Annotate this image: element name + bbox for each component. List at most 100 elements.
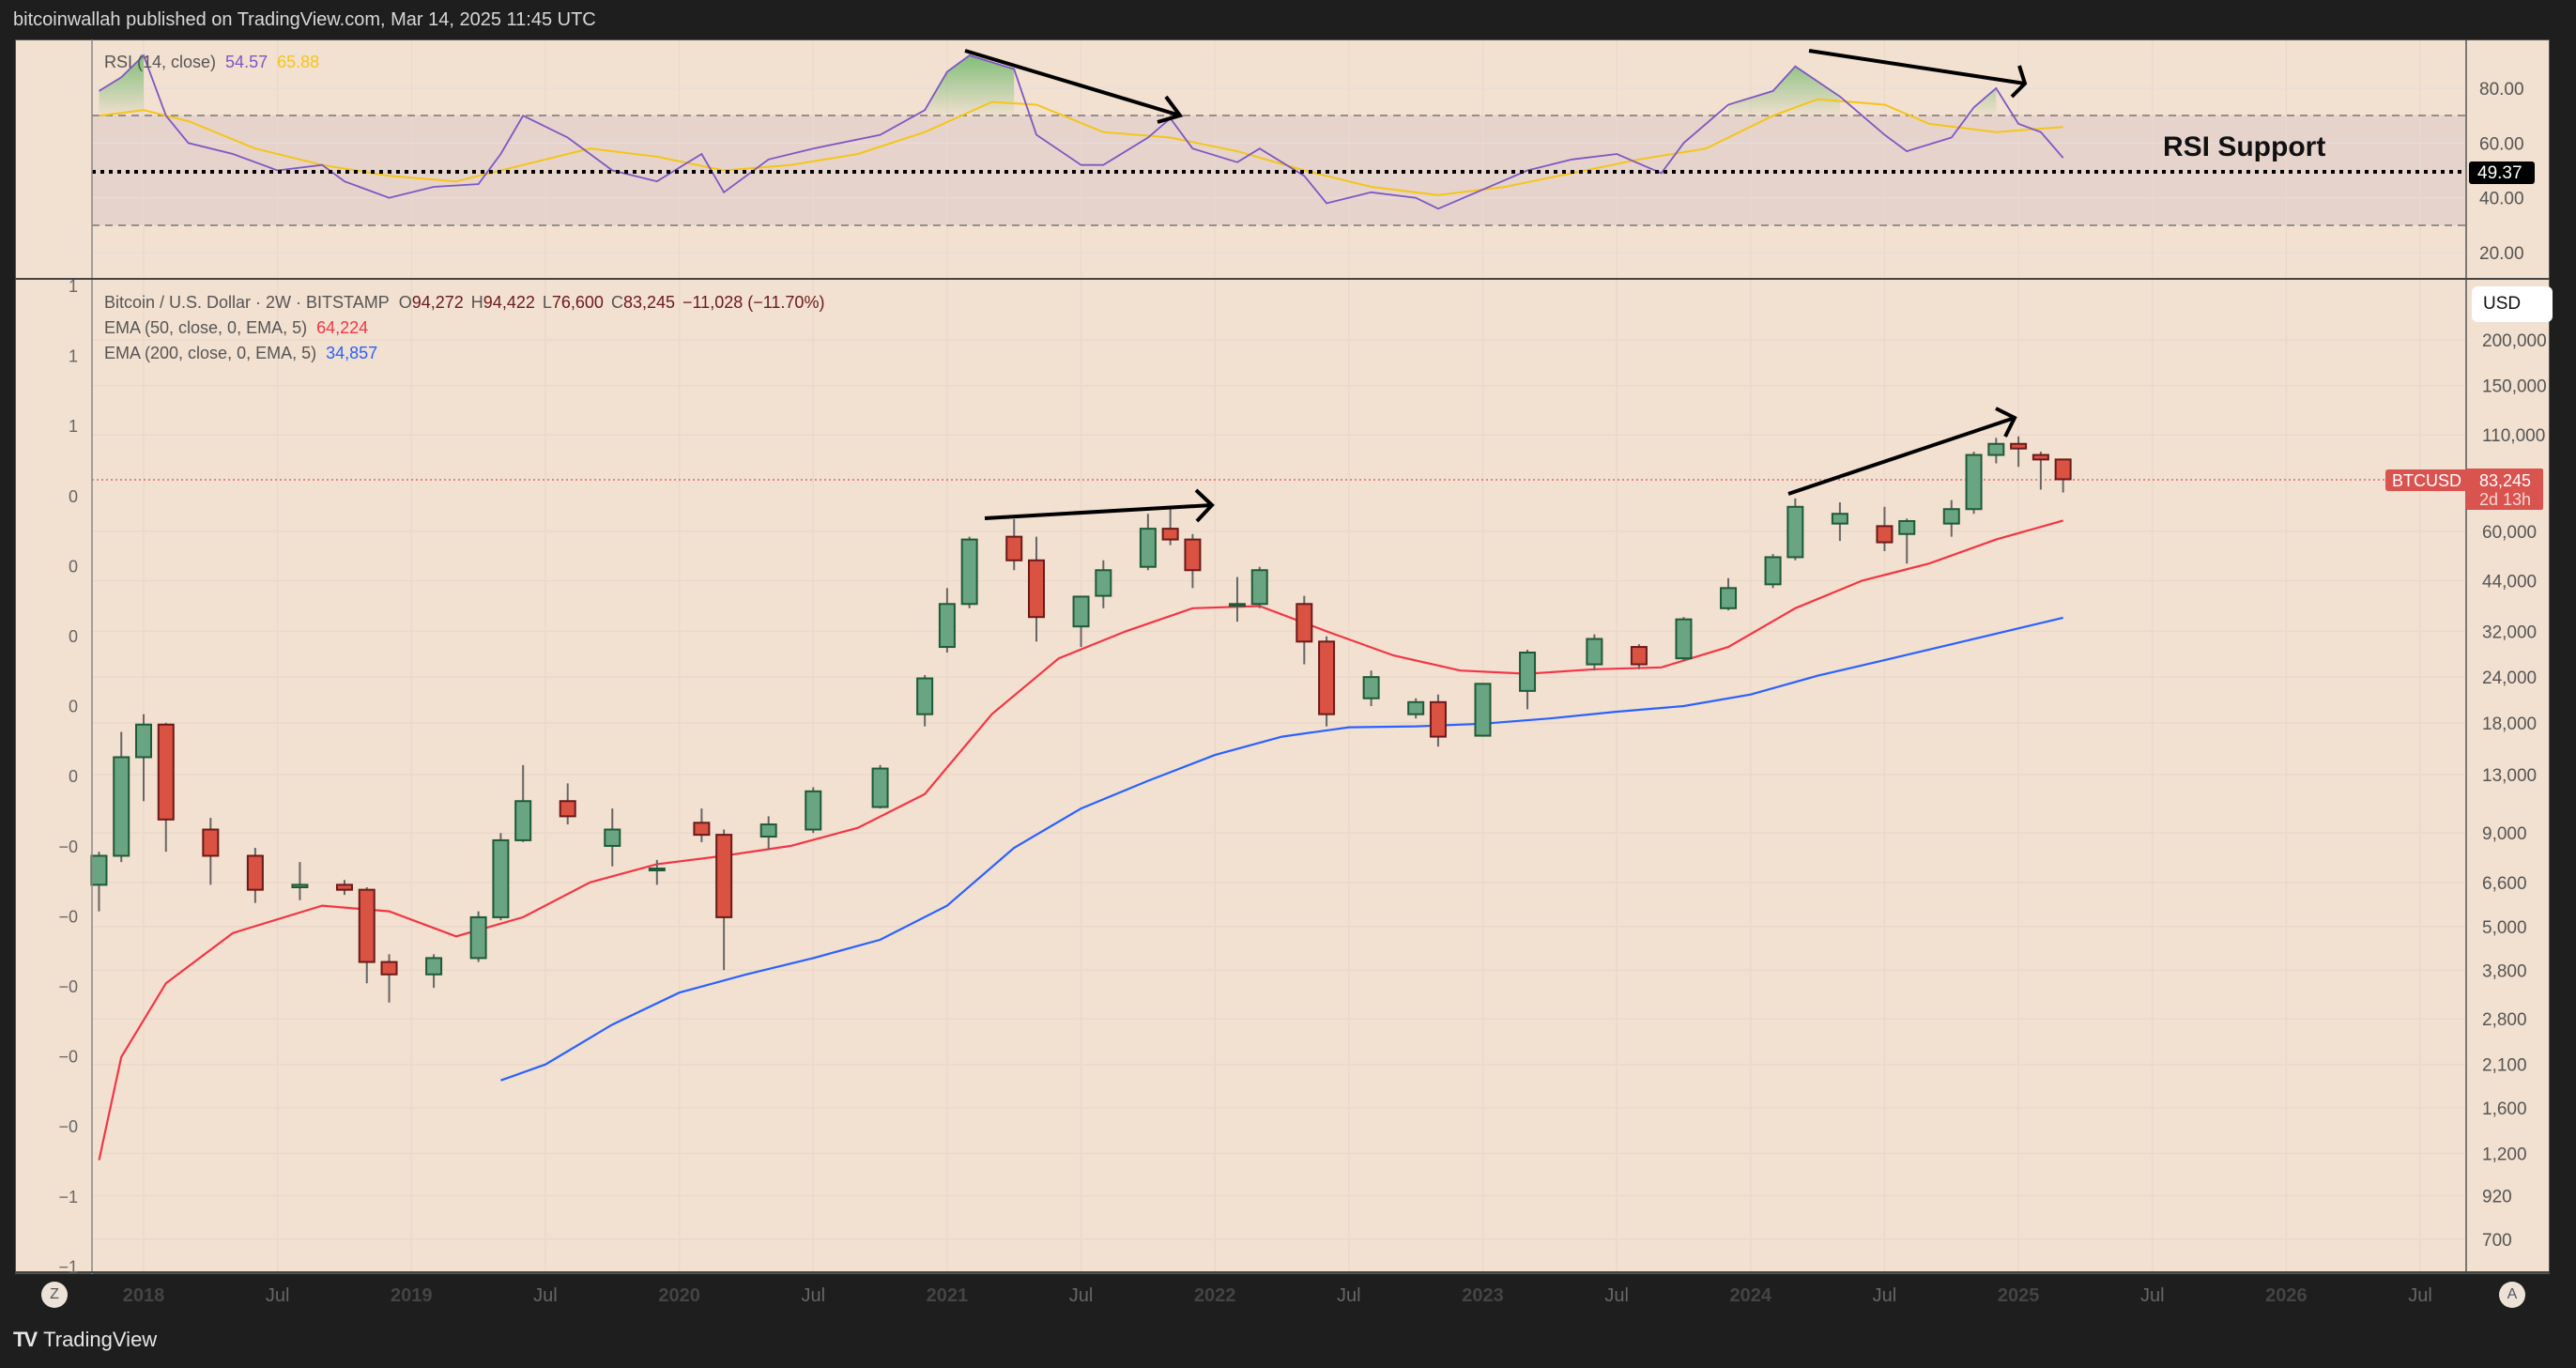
candle[interactable]	[113, 731, 130, 863]
price-axis-label: 60,000	[2482, 523, 2537, 543]
candle[interactable]	[1296, 595, 1313, 665]
candle[interactable]	[693, 808, 711, 842]
candle[interactable]	[1250, 566, 1268, 608]
candle[interactable]	[135, 714, 152, 802]
candle[interactable]	[1474, 683, 1492, 737]
candle[interactable]	[1184, 533, 1202, 589]
currency-button[interactable]: USD	[2472, 286, 2553, 322]
price-axis-label: 6,600	[2482, 874, 2527, 894]
publish-header: bitcoinwallah published on TradingView.c…	[0, 0, 2576, 39]
time-axis-label: Jul	[1604, 1285, 1629, 1306]
candle[interactable]	[805, 787, 822, 834]
rsi-support-annotation[interactable]: RSI Support	[2163, 131, 2325, 162]
left-axis-label: −0	[58, 838, 78, 856]
candle[interactable]	[1876, 506, 1894, 551]
price-higher-high-arrow-2021[interactable]	[984, 488, 1215, 523]
rsi-line	[99, 54, 2064, 210]
candle[interactable]	[1942, 500, 1960, 537]
candle[interactable]	[1965, 452, 1983, 515]
price-axis[interactable]: 200,000 150,000 110,000 60,000 44,000 32,000 2…	[2482, 331, 2547, 1251]
time-axis-label: 2024	[1730, 1285, 1772, 1306]
candle[interactable]	[1072, 595, 1090, 648]
rsi-ma-line	[99, 98, 2063, 196]
time-axis-label: Jul	[801, 1285, 825, 1306]
candle[interactable]	[1519, 650, 1537, 710]
candle[interactable]	[1630, 644, 1648, 669]
tradingview-logo[interactable]: TV TradingView	[13, 1328, 157, 1352]
candle[interactable]	[2010, 436, 2028, 468]
candle[interactable]	[1139, 514, 1157, 571]
price-axis-label: 1,600	[2482, 1099, 2527, 1119]
ohlc-open: O94,272	[398, 293, 464, 312]
candle[interactable]	[1786, 498, 1804, 561]
candle[interactable]	[425, 954, 443, 989]
candle[interactable]	[871, 764, 889, 809]
candle[interactable]	[1161, 509, 1179, 546]
ema200-legend[interactable]: EMA (200, close, 0, EMA, 5) 34,857	[104, 344, 387, 363]
rsi-divergence-arrow-2024[interactable]	[1808, 49, 2028, 99]
candle[interactable]	[715, 829, 733, 971]
rsi-pane[interactable]: RSI Support	[92, 40, 2465, 278]
published-text: bitcoinwallah published on TradingView.c…	[13, 9, 596, 30]
candle[interactable]	[1987, 438, 2005, 464]
left-axis-label: 0	[69, 487, 78, 506]
left-axis-label: 0	[69, 698, 78, 716]
time-axis[interactable]: 2018 Jul 2019 Jul 2020 Jul 2021 Jul 2022 Jul 2023 J…	[123, 1285, 2432, 1306]
candle[interactable]	[1005, 518, 1023, 571]
auto-scale-button[interactable]: A	[2499, 1282, 2525, 1308]
candle[interactable]	[358, 886, 376, 984]
chart-canvas[interactable]: RSI Support 80.00 60.00 40.00 20.00 200,000…	[0, 0, 2576, 1314]
rsi-overbought-fill	[99, 55, 1997, 116]
rsi-ma-legend-value: 65.88	[277, 53, 320, 71]
candle[interactable]	[2054, 458, 2072, 493]
candle[interactable]	[759, 816, 777, 851]
rsi-divergence-arrow-2021[interactable]	[964, 49, 1184, 124]
candle[interactable]	[90, 852, 108, 912]
candle[interactable]	[157, 722, 175, 853]
candle[interactable]	[1764, 554, 1782, 589]
symbol-legend[interactable]: Bitcoin / U.S. Dollar · 2W · BITSTAMP O94…	[104, 293, 834, 313]
candle[interactable]	[1228, 576, 1246, 623]
candle[interactable]	[1898, 518, 1916, 564]
candle[interactable]	[1675, 617, 1693, 662]
candle[interactable]	[1586, 634, 1603, 671]
left-axis[interactable]: 1 1 1 0 0 0 0 0 −0 −0 −0 −0 −0 −1 −1	[58, 277, 78, 1276]
ema200-legend-value: 34,857	[326, 344, 378, 362]
candle[interactable]	[469, 911, 487, 962]
rsi-legend[interactable]: RSI (14, close) 54.57 65.88	[104, 53, 329, 72]
candle[interactable]	[492, 833, 510, 921]
candle[interactable]	[202, 818, 220, 885]
candle[interactable]	[916, 675, 934, 727]
price-higher-high-arrow-2024[interactable]	[1787, 407, 2017, 496]
rsi-price-axis[interactable]: 80.00 60.00 40.00 20.00	[2479, 80, 2524, 264]
ema50-legend[interactable]: EMA (50, close, 0, EMA, 5) 64,224	[104, 318, 377, 338]
candle[interactable]	[960, 536, 978, 608]
candle[interactable]	[380, 954, 398, 1003]
candle[interactable]	[648, 859, 666, 885]
candlestick-series[interactable]	[90, 436, 2072, 1003]
candle[interactable]	[291, 862, 309, 900]
candle[interactable]	[1318, 636, 1336, 727]
candle[interactable]	[1720, 577, 1738, 611]
candle[interactable]	[1095, 560, 1112, 608]
ema200-line	[500, 616, 2063, 1082]
candle[interactable]	[1407, 698, 1425, 719]
candle[interactable]	[1362, 670, 1380, 706]
candle[interactable]	[1429, 694, 1447, 747]
rsi-axis-label: 20.00	[2479, 244, 2524, 264]
candle[interactable]	[604, 808, 621, 867]
time-axis-label: Jul	[1069, 1285, 1094, 1306]
ema200-legend-label: EMA (200, close, 0, EMA, 5)	[104, 344, 317, 362]
main-pane[interactable]	[90, 280, 2465, 1271]
candle[interactable]	[1028, 536, 1045, 642]
candle[interactable]	[2032, 452, 2049, 490]
candle[interactable]	[335, 880, 353, 896]
candle[interactable]	[1831, 502, 1848, 542]
candle[interactable]	[938, 588, 956, 653]
time-axis-zoom-button[interactable]: Z	[41, 1282, 68, 1308]
candle[interactable]	[559, 783, 576, 825]
price-axis-label: 700	[2482, 1231, 2512, 1251]
candle[interactable]	[246, 848, 264, 903]
candle[interactable]	[514, 764, 532, 842]
left-axis-label: −0	[58, 1117, 78, 1136]
